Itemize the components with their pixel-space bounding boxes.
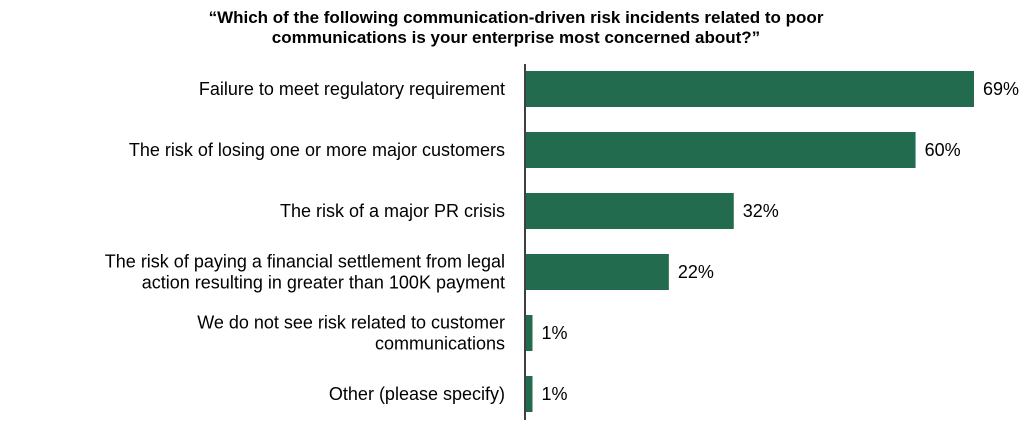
category-label-3-line-0: The risk of paying a financial settlemen…: [105, 252, 505, 272]
category-label-1: The risk of losing one or more major cus…: [129, 140, 505, 160]
bar-0: [526, 71, 974, 107]
value-label-4: 1%: [541, 323, 567, 343]
value-label-0: 69%: [983, 79, 1019, 99]
value-label-3: 22%: [678, 262, 714, 282]
bar-2: [526, 193, 734, 229]
chart-title-line-1: “Which of the following communication-dr…: [208, 8, 824, 27]
chart-title: “Which of the following communication-dr…: [0, 8, 1032, 48]
category-label-4: We do not see risk related to customer co…: [197, 313, 505, 354]
value-label-1: 60%: [925, 140, 961, 160]
chart-title-line-2: communications is your enterprise most c…: [271, 28, 761, 47]
value-label-5: 1%: [541, 384, 567, 404]
category-label-3-line-1: action resulting in greater than 100K pa…: [142, 273, 505, 293]
value-label-2: 32%: [743, 201, 779, 221]
bar-4: [526, 315, 533, 351]
category-label-0: Failure to meet regulatory requirement: [199, 79, 505, 99]
bar-3: [526, 254, 669, 290]
bar-1: [526, 132, 916, 168]
category-label-2-line-0: The risk of a major PR crisis: [280, 201, 505, 221]
category-label-4-line-1: communications: [375, 334, 505, 354]
bar-5: [526, 376, 533, 412]
category-label-5: Other (please specify): [329, 384, 505, 404]
category-label-3: The risk of paying a financial settlemen…: [105, 252, 505, 293]
category-label-2: The risk of a major PR crisis: [280, 201, 505, 221]
category-label-1-line-0: The risk of losing one or more major cus…: [129, 140, 505, 160]
category-label-5-line-0: Other (please specify): [329, 384, 505, 404]
category-label-0-line-0: Failure to meet regulatory requirement: [199, 79, 505, 99]
category-label-4-line-0: We do not see risk related to customer: [197, 313, 505, 333]
